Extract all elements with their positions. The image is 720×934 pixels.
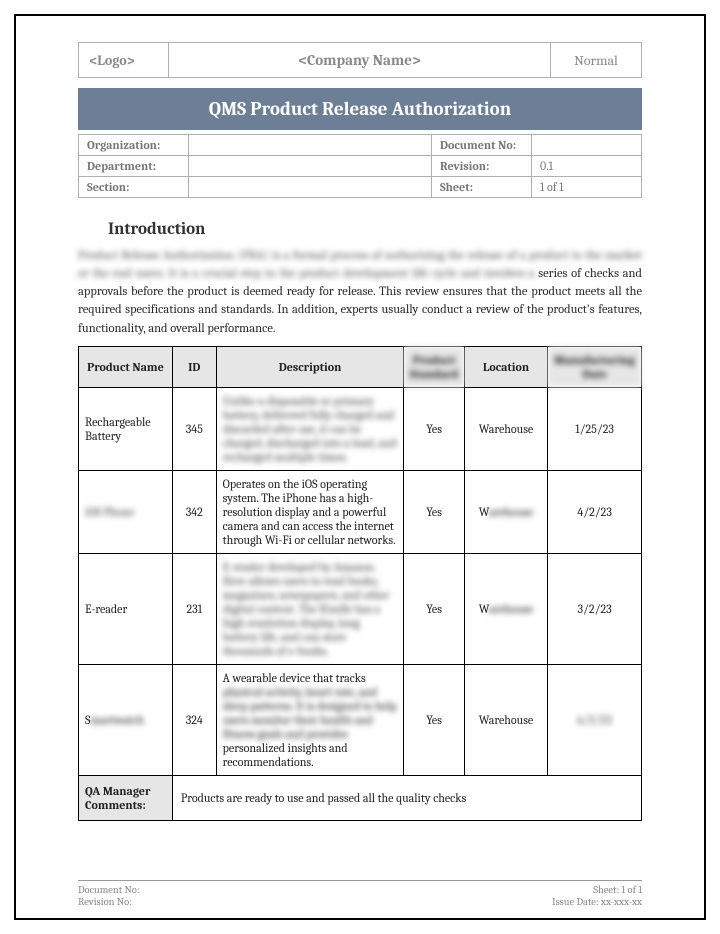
cell-name: Smartwatch [79, 664, 173, 775]
organization-label: Organization: [79, 135, 189, 156]
cell-name-blurred: iOS Phone [85, 505, 134, 519]
product-table: Product Name ID Description Product Stan… [78, 346, 642, 821]
cell-date: 6/2/23 [548, 664, 642, 775]
cell-date: 3/2/23 [548, 553, 642, 664]
cell-location: Warehouse [464, 553, 547, 664]
loc-prefix: W [479, 602, 489, 616]
meta-row-organization: Organization: Document No: [79, 135, 642, 156]
document-no-value [532, 135, 642, 156]
th-id: ID [172, 346, 216, 387]
loc-blurred: arehouse [489, 505, 533, 519]
comments-row: QA Manager Comments: Products are ready … [79, 775, 642, 820]
cell-id: 231 [172, 553, 216, 664]
th-description: Description [216, 346, 404, 387]
cell-id: 324 [172, 664, 216, 775]
th-col6: Manufacturing Date [548, 346, 642, 387]
section-label: Section: [79, 177, 189, 198]
th-product-name: Product Name [79, 346, 173, 387]
cell-desc: Unlike a disposable or primary battery, … [216, 387, 404, 470]
footer-rev-no: Revision No: [78, 896, 132, 908]
desc-blurred: physical activity, heart rate, and sleep… [223, 685, 397, 741]
page-content: <Logo> <Company Name> Normal QMS Product… [78, 42, 642, 821]
department-value [189, 156, 432, 177]
footer-rule [78, 880, 642, 881]
cell-name: iOS Phone [79, 470, 173, 553]
cell-desc: Operates on the iOS operating system. Th… [216, 470, 404, 553]
cell-id: 342 [172, 470, 216, 553]
desc-pre: A wearable device that tracks [223, 671, 366, 685]
cell-location: Warehouse [464, 664, 547, 775]
revision-value: 0.1 [532, 156, 642, 177]
name-blurred: martwatch [90, 713, 144, 727]
table-row: iOS Phone 342 Operates on the iOS operat… [79, 470, 642, 553]
loc-prefix: W [479, 505, 489, 519]
cell-yes: Yes [404, 387, 464, 470]
desc-post: personalized insights and recommendation… [223, 741, 348, 769]
comments-label: QA Manager Comments: [79, 775, 173, 820]
cell-id: 345 [172, 387, 216, 470]
organization-value [189, 135, 432, 156]
cell-desc: A wearable device that tracks physical a… [216, 664, 404, 775]
table-row: E-reader 231 E-reader developed by Amazo… [79, 553, 642, 664]
loc-blurred: arehouse [489, 602, 533, 616]
cell-name: E-reader [79, 553, 173, 664]
meta-row-section: Section: Sheet: 1 of 1 [79, 177, 642, 198]
section-value [189, 177, 432, 198]
cell-desc-blurred: Unlike a disposable or primary battery, … [223, 394, 397, 464]
cell-location: Warehouse [464, 387, 547, 470]
table-row: Smartwatch 324 A wearable device that tr… [79, 664, 642, 775]
date-blurred: 6/2/23 [577, 713, 611, 727]
cell-name: Rechargeable Battery [79, 387, 173, 470]
th-col4: Product Standard [404, 346, 464, 387]
page-footer: Document No: Sheet: 1 of 1 Revision No: … [78, 880, 642, 908]
table-row: Rechargeable Battery 345 Unlike a dispos… [79, 387, 642, 470]
cell-date: 1/25/23 [548, 387, 642, 470]
footer-doc-no: Document No: [78, 884, 140, 896]
metadata-table: Organization: Document No: Department: R… [78, 134, 642, 198]
logo-placeholder: <Logo> [79, 43, 169, 77]
table-header-row: Product Name ID Description Product Stan… [79, 346, 642, 387]
th-location: Location [464, 346, 547, 387]
comments-value: Products are ready to use and passed all… [172, 775, 641, 820]
document-title: QMS Product Release Authorization [78, 88, 642, 130]
footer-issue-date: Issue Date: xx-xxx-xx [552, 896, 642, 908]
cell-desc: E-reader developed by Amazon. Here allow… [216, 553, 404, 664]
introduction-heading: Introduction [108, 220, 642, 239]
doc-header: <Logo> <Company Name> Normal [78, 42, 642, 78]
department-label: Department: [79, 156, 189, 177]
cell-desc-blurred: E-reader developed by Amazon. Here allow… [223, 560, 390, 658]
document-no-label: Document No: [432, 135, 532, 156]
revision-label: Revision: [432, 156, 532, 177]
sheet-value: 1 of 1 [532, 177, 642, 198]
cell-yes: Yes [404, 470, 464, 553]
cell-date: 4/2/23 [548, 470, 642, 553]
meta-row-department: Department: Revision: 0.1 [79, 156, 642, 177]
doc-mode: Normal [551, 43, 641, 77]
footer-row-1: Document No: Sheet: 1 of 1 [78, 884, 642, 896]
footer-sheet: Sheet: 1 of 1 [593, 884, 642, 896]
footer-row-2: Revision No: Issue Date: xx-xxx-xx [78, 896, 642, 908]
cell-location: Warehouse [464, 470, 547, 553]
cell-yes: Yes [404, 553, 464, 664]
cell-yes: Yes [404, 664, 464, 775]
company-name-placeholder: <Company Name> [169, 43, 551, 77]
sheet-label: Sheet: [432, 177, 532, 198]
introduction-text: Product Release Authorization (PRA) is a… [78, 247, 642, 338]
